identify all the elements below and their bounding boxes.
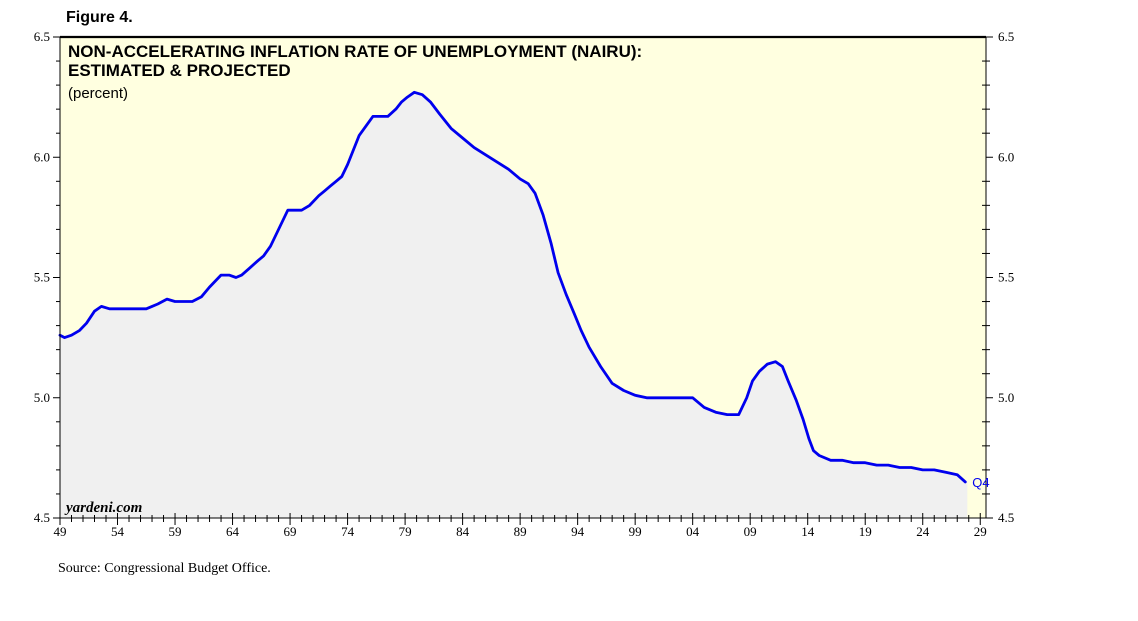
chart-title: NON-ACCELERATING INFLATION RATE OF UNEMP…: [68, 42, 642, 61]
watermark: yardeni.com: [64, 500, 142, 516]
figure-label: Figure 4.: [66, 9, 133, 26]
x-tick-label: 09: [744, 524, 757, 539]
x-tick-label: 14: [801, 524, 815, 539]
x-tick-label: 19: [859, 524, 872, 539]
y-tick-label-left: 6.5: [34, 29, 50, 44]
y-tick-label-right: 6.0: [998, 149, 1014, 164]
y-axis-right: 4.5 5.0 5.5 6.0 6.5: [982, 29, 1014, 525]
y-tick-label-right: 4.5: [998, 510, 1014, 525]
y-axis-left: 4.5 5.0 5.5 6.0 6.5: [34, 29, 60, 525]
x-tick-label: 04: [686, 524, 700, 539]
y-tick-label-left: 4.5: [34, 510, 50, 525]
x-tick-label: 64: [226, 524, 240, 539]
x-tick-label: 69: [284, 524, 297, 539]
x-tick-label: 29: [974, 524, 987, 539]
source-note: Source: Congressional Budget Office.: [58, 561, 271, 576]
y-tick-label-left: 5.5: [34, 270, 50, 285]
y-tick-label-right: 5.5: [998, 270, 1014, 285]
chart-subtitle: (percent): [68, 85, 128, 102]
y-tick-label-left: 6.0: [34, 149, 50, 164]
x-tick-label: 84: [456, 524, 470, 539]
x-tick-label: 54: [111, 524, 125, 539]
x-tick-label: 24: [916, 524, 930, 539]
x-tick-label: 94: [571, 524, 585, 539]
x-tick-label: 49: [54, 524, 67, 539]
chart-title-line2: ESTIMATED & PROJECTED: [68, 61, 291, 80]
x-tick-label: 89: [514, 524, 527, 539]
x-tick-label: 99: [629, 524, 642, 539]
series-line-nairu: [58, 90, 967, 484]
x-axis: 49 54 59 64 69 74 79 84 89 94 99 04 09 14 19 24 29: [54, 513, 987, 539]
x-tick-label: 79: [399, 524, 412, 539]
annotation-q4: Q4: [972, 475, 989, 490]
y-tick-label-right: 5.0: [998, 390, 1014, 405]
x-tick-label: 74: [341, 524, 355, 539]
y-tick-label-left: 5.0: [34, 390, 50, 405]
x-tick-label: 59: [169, 524, 182, 539]
y-tick-label-right: 6.5: [998, 29, 1014, 44]
